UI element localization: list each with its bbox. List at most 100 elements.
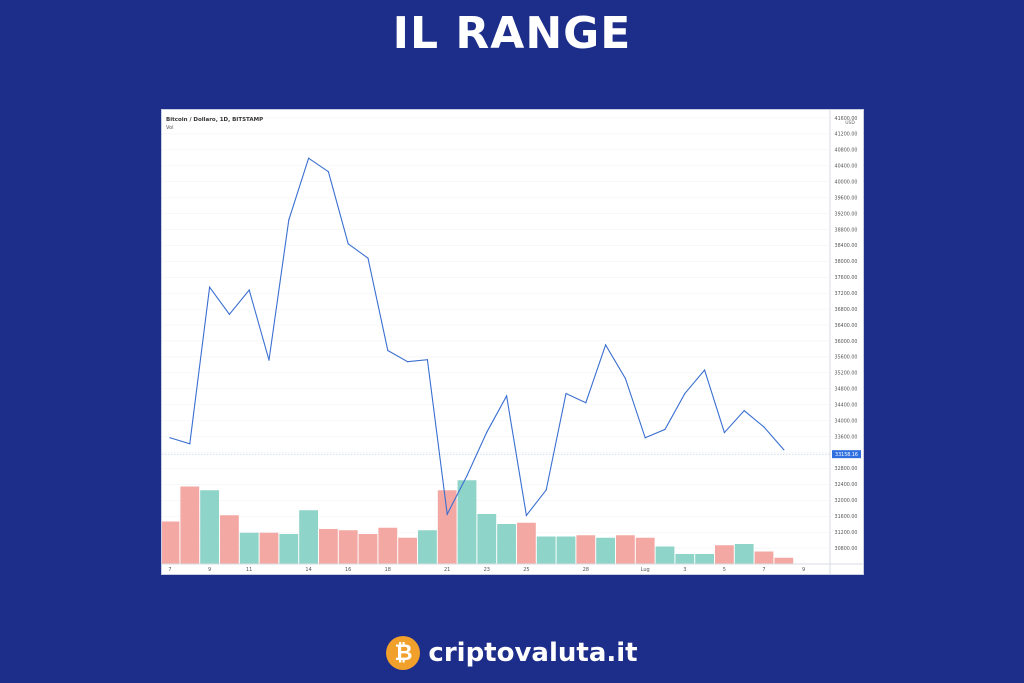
x-tick-label: 28	[583, 567, 589, 573]
price-point	[704, 369, 706, 371]
y-tick-label: 34400.00	[835, 403, 858, 409]
price-point	[228, 313, 230, 315]
brand-logo: ₿ criptovaluta.it	[0, 636, 1024, 670]
price-point	[446, 513, 448, 515]
volume-bar	[418, 530, 437, 564]
price-point	[486, 431, 488, 433]
y-tick-label: 38400.00	[835, 243, 858, 249]
volume-bar	[279, 534, 299, 564]
price-point	[387, 349, 389, 352]
volume-bar	[299, 510, 318, 564]
volume-bar	[774, 557, 794, 564]
last-price-badge	[832, 450, 861, 459]
x-tick-label: Lug	[641, 567, 650, 573]
x-tick-label: 21	[444, 567, 450, 573]
price-point	[585, 402, 587, 404]
plot-background	[162, 110, 863, 574]
x-tick-label: 23	[484, 567, 490, 573]
volume-bar	[259, 532, 279, 564]
x-tick-label: 3	[683, 567, 686, 573]
price-point	[743, 410, 745, 412]
y-tick-label: 37600.00	[835, 275, 858, 281]
price-line	[169, 157, 785, 517]
volume-bar	[635, 537, 655, 564]
grid-layer	[162, 117, 830, 549]
price-point	[664, 428, 666, 430]
y-tick-label: 37200.00	[835, 291, 858, 297]
price-point	[347, 243, 349, 245]
volume-bar	[338, 530, 358, 564]
volume-bar	[398, 537, 417, 564]
volume-bar	[655, 546, 675, 564]
price-point	[545, 489, 547, 491]
volume-bar	[754, 551, 774, 564]
price-point	[288, 219, 290, 221]
x-tick-label: 25	[523, 567, 529, 573]
price-chart[interactable]: 30800.00 31200.00 31600.00 32000.00 32400.00…	[161, 109, 864, 575]
price-point	[605, 344, 607, 346]
y-tick-label: 30800.00	[835, 546, 858, 552]
chart-title: Bitcoin / Dollaro, 1D, BITSTAMP	[166, 117, 263, 123]
y-tick-label: 34800.00	[835, 387, 858, 393]
price-point	[308, 157, 310, 159]
price-point	[367, 257, 369, 259]
y-tick-label: 36000.00	[835, 339, 858, 345]
volume-bar	[437, 490, 457, 564]
price-point	[268, 359, 270, 361]
y-tick-label: 39200.00	[835, 211, 858, 217]
last-price-label: 33158.16	[835, 452, 858, 458]
price-point	[783, 449, 785, 451]
brand-name: criptovaluta.it	[428, 638, 638, 668]
price-point	[506, 395, 508, 397]
volume-bar	[576, 535, 596, 564]
volume-bar	[477, 514, 497, 564]
y-tick-label: 33600.00	[835, 434, 858, 440]
page-headline: IL RANGE	[392, 8, 632, 59]
volume-bar	[200, 490, 219, 564]
y-tick-label: 36800.00	[835, 307, 858, 313]
y-tick-label: 39600.00	[835, 195, 858, 201]
price-point	[209, 286, 211, 288]
y-tick-label: 38800.00	[835, 227, 858, 233]
volume-bar	[239, 532, 259, 564]
y-tick-label: 32400.00	[835, 482, 858, 488]
price-point	[327, 171, 329, 173]
volume-bar	[734, 544, 754, 564]
price-point	[248, 289, 250, 291]
x-tick-label: 9	[208, 567, 211, 573]
volume-bar	[358, 534, 378, 564]
price-point	[525, 514, 527, 517]
x-tick-label: 14	[305, 567, 311, 573]
volume-bar	[220, 515, 239, 564]
volume-bar	[457, 480, 477, 564]
volume-bar	[695, 554, 714, 564]
chart-svg[interactable]: 30800.00 31200.00 31600.00 32000.00 32400.00…	[162, 110, 863, 574]
y-tick-label: 40800.00	[835, 148, 858, 154]
price-point	[684, 392, 686, 395]
y-tick-label: 34000.00	[835, 418, 858, 424]
x-tick-label: 9	[802, 567, 805, 573]
time-axis: 7 9 11 14 16 18 21 23 25 28 Lug 3 5 7 9	[168, 567, 805, 573]
volume-bar	[180, 486, 200, 564]
volume-bar	[536, 536, 556, 564]
y-tick-label: 36400.00	[835, 323, 858, 329]
price-point	[644, 437, 646, 439]
volume-bar	[319, 529, 338, 564]
price-point	[565, 392, 567, 395]
volume-bar	[556, 536, 576, 564]
y-tick-label: 31200.00	[835, 530, 858, 536]
volume-bar	[162, 521, 180, 564]
price-point	[426, 359, 428, 361]
y-tick-label: 41200.00	[835, 132, 858, 138]
x-tick-label: 7	[168, 567, 171, 573]
price-point	[169, 437, 171, 439]
x-tick-label: 18	[385, 567, 391, 573]
volume-bar	[715, 545, 734, 564]
y-tick-label: 40000.00	[835, 179, 858, 185]
price-point	[466, 474, 468, 477]
volume-bar	[497, 524, 516, 564]
x-tick-label: 5	[723, 567, 726, 573]
y-tick-label: 32800.00	[835, 466, 858, 472]
y-tick-label: 31600.00	[835, 514, 858, 520]
volume-bar	[596, 537, 615, 564]
